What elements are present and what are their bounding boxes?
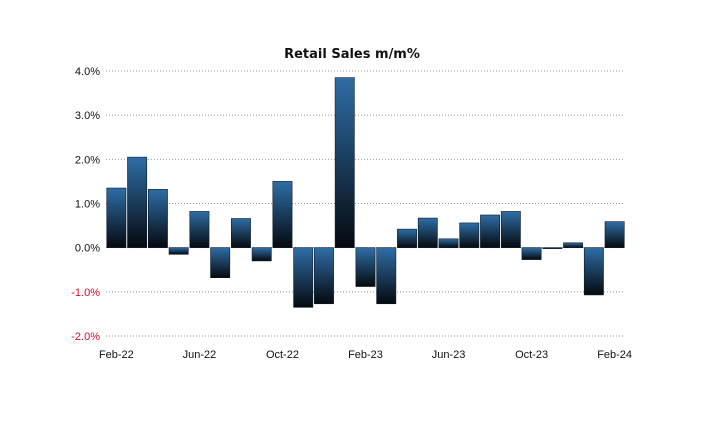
chart-title: Retail Sales m/m% [284,47,420,62]
bar: Feb-24: 0.59 [604,221,625,248]
y-tick-label: 0.0% [75,243,100,255]
x-tick-label: Feb-22 [99,349,134,361]
bar: Aug-23: 0.74 [480,214,500,248]
y-tick-label: -2.0% [71,331,100,343]
x-tick-label: Oct-23 [515,349,548,361]
y-tick-label: 2.0% [75,154,100,166]
x-tick-label: Feb-23 [348,349,383,361]
bar: Apr-22: 1.32 [147,189,168,248]
bar: Dec-23: 0.11 [563,242,584,248]
bar: Jul-23: 0.56 [459,222,480,248]
y-tick-label: 4.0% [75,66,100,78]
bar: Jun-22: 0.82 [189,211,210,248]
bar: Sep-22: -0.3 [251,247,272,262]
bar: Nov-22: -1.35 [293,247,314,308]
x-tick-label: Jun-23 [432,349,466,361]
bar: Sep-23: 0.82 [500,211,521,248]
bar: May-22: -0.15 [168,247,189,255]
bar: Feb-23: -0.88 [355,247,376,287]
y-tick-label: 3.0% [75,110,100,122]
bar: Jan-23: 3.85 [334,77,355,248]
y-tick-label: -1.0% [71,287,100,299]
bar: Jan-24: -1.07 [583,247,604,296]
y-axis-ticks: 4.0% 3.0% 2.0% 1.0% 0.0% -1.0% -2.0% [71,66,100,343]
bar: Oct-22: 1.5 [272,181,293,248]
bar: Nov-23: -0.02 [542,247,563,249]
x-tick-label: Oct-22 [266,349,299,361]
grid-lines [106,70,625,337]
bar: Jun-23: 0.2 [438,238,459,248]
bar: Mar-22: 2.05 [127,156,148,248]
bar: Aug-22: 0.66 [231,218,251,248]
bar: Feb-22: 1.35 [106,187,127,248]
bar: Dec-22: -1.27 [314,247,334,305]
x-tick-label: Jun-22 [183,349,217,361]
bar: Mar-23: -1.27 [376,247,397,305]
y-tick-label: 1.0% [75,199,100,211]
bars: Feb-22: 1.35Mar-22: 2.05Apr-22: 1.32May-… [106,77,625,308]
x-axis-ticks: Feb-22 Jun-22 Oct-22 Feb-23 Jun-23 Oct-23 Feb-… [99,349,632,361]
bar: May-23: 0.67 [417,217,438,248]
bar: Apr-23: 0.42 [397,228,417,248]
bar: Jul-22: -0.68 [210,247,231,279]
bar: Oct-23: -0.27 [521,247,542,260]
x-tick-label: Feb-24 [597,349,632,361]
